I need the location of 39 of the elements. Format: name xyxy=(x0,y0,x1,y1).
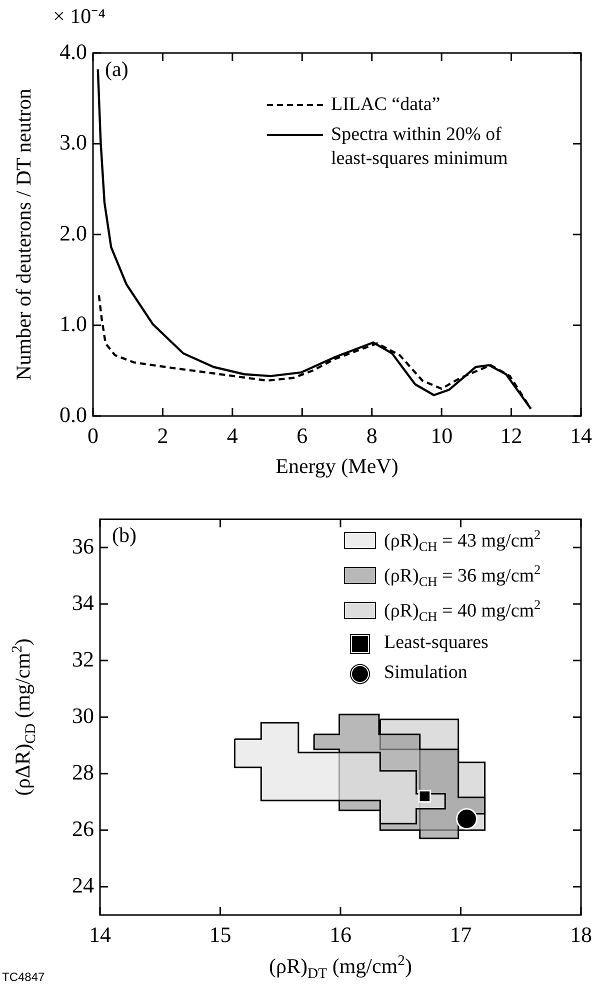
y-tick-label: 1.0 xyxy=(60,311,87,336)
y-tick-label: 28 xyxy=(72,759,94,784)
y-tick-label: 4.0 xyxy=(60,38,87,64)
legend-label: LILAC “data” xyxy=(331,93,440,117)
y-tick-label: 2.0 xyxy=(60,220,87,246)
y-tick-label: 24 xyxy=(72,872,94,898)
legend-label: (ρR)$_{CH}$ = 36 mg/cm$^{2}$ xyxy=(384,562,541,591)
x-tick-label: 4 xyxy=(226,422,238,448)
text: × 10⁻⁴ xyxy=(53,3,106,29)
x-tick-label: 2 xyxy=(157,422,168,448)
x-tick-label: 10 xyxy=(430,422,453,448)
x-tick-label: 6 xyxy=(296,422,308,448)
x-tick-label: 8 xyxy=(366,422,378,448)
y-axis-title: Number of deuterons / DT neutron xyxy=(11,88,36,380)
legend-label: Spectra within 20% of least-squares minimum xyxy=(331,122,509,170)
x-tick-label: 14 xyxy=(570,422,592,448)
x-tick-label: 16 xyxy=(330,922,352,947)
x-axis-title: (ρR)$_{DT}$ (mg/cm$^{2}$) xyxy=(268,953,413,984)
x-tick-label: 18 xyxy=(570,922,592,947)
x-tick-label: 14 xyxy=(89,922,111,947)
y-tick-label: 32 xyxy=(72,646,94,672)
annotation: (a) xyxy=(105,57,128,82)
y-tick-label: 0.0 xyxy=(60,402,87,427)
legend-label: Simulation xyxy=(384,661,468,685)
y-tick-label: 26 xyxy=(72,816,94,841)
y-tick-label: 30 xyxy=(72,702,94,728)
text: TC4847 xyxy=(2,970,45,984)
x-tick-label: 17 xyxy=(450,922,472,947)
legend-label: Least-squares xyxy=(384,631,488,656)
annotation: (b) xyxy=(112,523,136,548)
x-tick-label: 12 xyxy=(500,422,522,448)
y-tick-label: 3.0 xyxy=(60,130,87,155)
x-tick-label: 15 xyxy=(209,922,232,947)
x-axis-title: Energy (MeV) xyxy=(274,454,400,479)
x-tick-label: 0 xyxy=(88,422,98,448)
legend-label: (ρR)$_{CH}$ = 43 mg/cm$^{2}$ xyxy=(384,527,541,556)
legend-label: (ρR)$_{CH}$ = 40 mg/cm$^{2}$ xyxy=(384,596,541,626)
y-tick-label: 34 xyxy=(72,590,94,615)
y-tick-label: 36 xyxy=(72,533,94,558)
